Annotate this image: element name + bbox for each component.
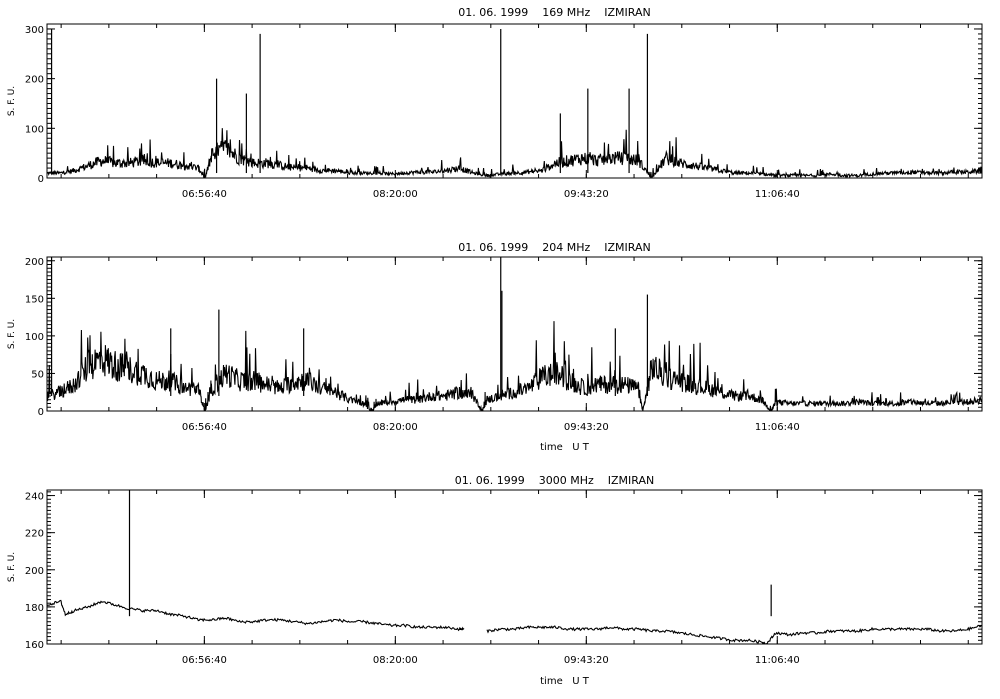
chart-title-204mhz: 01. 06. 1999 204 MHz IZMIRAN — [458, 241, 650, 254]
y-tick-label: 240 — [25, 492, 44, 503]
chart-title-169mhz: 01. 06. 1999 169 MHz IZMIRAN — [458, 6, 650, 19]
plot-area-3000mhz — [47, 490, 982, 644]
plot-frame-204mhz — [46, 256, 983, 412]
series-line-169mhz-0 — [47, 128, 982, 178]
y-tick-label: 150 — [25, 294, 44, 305]
y-tick-label: 100 — [25, 332, 44, 343]
x-tick-label: 09:43:20 — [564, 655, 609, 666]
plot-area-204mhz — [47, 257, 982, 411]
chart-204mhz: 01. 06. 1999 204 MHz IZMIRAN S. F. U. time… — [7, 241, 983, 453]
x-axis-label-204mhz: time U T — [540, 442, 590, 453]
x-tick-label: 08:20:00 — [373, 189, 418, 200]
plot-frame-3000mhz — [46, 489, 983, 645]
series-line-3000mhz-0 — [47, 599, 465, 632]
x-tick-label: 06:56:40 — [182, 422, 227, 433]
x-tick-label: 09:43:20 — [564, 189, 609, 200]
x-tick-label: 08:20:00 — [373, 422, 418, 433]
x-tick-label: 06:56:40 — [182, 655, 227, 666]
x-tick-label: 11:06:40 — [755, 655, 800, 666]
x-tick-label: 09:43:20 — [564, 422, 609, 433]
y-tick-label: 100 — [25, 124, 44, 135]
plot-area-169mhz — [47, 28, 982, 178]
x-tick-label: 08:20:00 — [373, 655, 418, 666]
x-axis-label-3000mhz: time U T — [540, 676, 590, 687]
chart-title-3000mhz: 01. 06. 1999 3000 MHz IZMIRAN — [455, 474, 654, 487]
y-tick-label: 200 — [25, 257, 44, 268]
y-tick-label: 220 — [25, 529, 44, 540]
y-tick-label: 160 — [25, 640, 44, 651]
plot-frame-169mhz — [46, 23, 983, 179]
y-tick-label: 200 — [25, 75, 44, 86]
y-tick-label: 200 — [25, 566, 44, 577]
y-axis-label-204mhz: S. F. U. — [7, 319, 17, 349]
x-tick-label: 06:56:40 — [182, 189, 227, 200]
x-tick-label: 11:06:40 — [755, 189, 800, 200]
y-tick-label: 300 — [25, 25, 44, 36]
y-tick-label: 0 — [38, 174, 44, 185]
chart-3000mhz: 01. 06. 1999 3000 MHz IZMIRAN S. F. U. tim… — [7, 474, 983, 687]
chart-169mhz: 01. 06. 1999 169 MHz IZMIRAN S. F. U. 0 100… — [7, 6, 983, 200]
series-line-204mhz-0 — [47, 321, 982, 411]
y-axis-label-169mhz: S. F. U. — [7, 86, 17, 116]
y-tick-label: 0 — [38, 407, 44, 418]
y-tick-label: 50 — [31, 369, 44, 380]
y-axis-label-3000mhz: S. F. U. — [7, 552, 17, 582]
x-tick-label: 11:06:40 — [755, 422, 800, 433]
y-tick-label: 180 — [25, 603, 44, 614]
series-line-3000mhz-1 — [486, 624, 982, 644]
